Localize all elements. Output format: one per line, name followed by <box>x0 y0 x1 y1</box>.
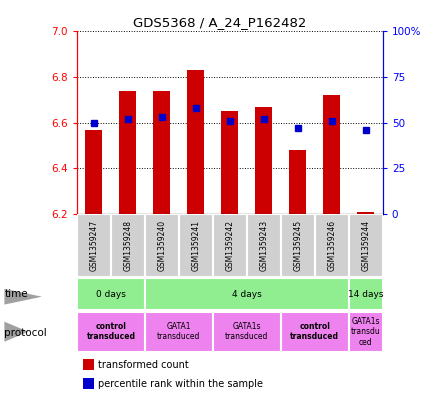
Bar <box>77 312 145 352</box>
Text: GSM1359247: GSM1359247 <box>89 220 99 271</box>
Bar <box>111 214 145 277</box>
Bar <box>255 107 272 214</box>
Bar <box>77 214 111 277</box>
Text: GSM1359241: GSM1359241 <box>191 220 201 271</box>
Text: percentile rank within the sample: percentile rank within the sample <box>99 378 264 389</box>
Polygon shape <box>4 321 28 342</box>
Bar <box>281 214 315 277</box>
Text: GSM1359248: GSM1359248 <box>124 220 132 271</box>
Bar <box>290 150 306 214</box>
Text: GSM1359244: GSM1359244 <box>361 220 370 271</box>
Bar <box>213 214 247 277</box>
Bar <box>357 212 374 214</box>
Bar <box>120 91 136 214</box>
Text: GATA1
transduced: GATA1 transduced <box>157 322 201 342</box>
Bar <box>145 278 349 310</box>
Text: 0 days: 0 days <box>96 290 126 299</box>
Text: GDS5368 / A_24_P162482: GDS5368 / A_24_P162482 <box>133 16 307 29</box>
Bar <box>83 378 94 389</box>
Bar <box>83 359 94 370</box>
Text: GSM1359245: GSM1359245 <box>293 220 302 271</box>
Polygon shape <box>4 289 42 305</box>
Text: GSM1359246: GSM1359246 <box>327 220 336 271</box>
Bar <box>187 70 205 214</box>
Text: GATA1s
transduced: GATA1s transduced <box>225 322 268 342</box>
Text: GSM1359243: GSM1359243 <box>259 220 268 271</box>
Bar <box>349 214 383 277</box>
Bar <box>349 312 383 352</box>
Bar <box>154 91 170 214</box>
Text: protocol: protocol <box>4 328 47 338</box>
Text: 14 days: 14 days <box>348 290 384 299</box>
Bar <box>315 214 349 277</box>
Bar <box>213 312 281 352</box>
Bar <box>247 214 281 277</box>
Text: GSM1359240: GSM1359240 <box>158 220 166 271</box>
Text: GATA1s
transdu
ced: GATA1s transdu ced <box>351 317 381 347</box>
Bar <box>323 95 340 214</box>
Bar <box>349 278 383 310</box>
Bar <box>145 214 179 277</box>
Bar <box>281 312 349 352</box>
Bar <box>221 111 238 214</box>
Bar <box>145 312 213 352</box>
Text: 4 days: 4 days <box>232 290 262 299</box>
Text: transformed count: transformed count <box>99 360 189 370</box>
Text: control
transduced: control transduced <box>87 322 136 342</box>
Bar <box>77 278 145 310</box>
Bar <box>85 130 103 214</box>
Bar <box>179 214 213 277</box>
Text: time: time <box>4 289 28 299</box>
Text: GSM1359242: GSM1359242 <box>225 220 235 271</box>
Text: control
transduced: control transduced <box>290 322 339 342</box>
